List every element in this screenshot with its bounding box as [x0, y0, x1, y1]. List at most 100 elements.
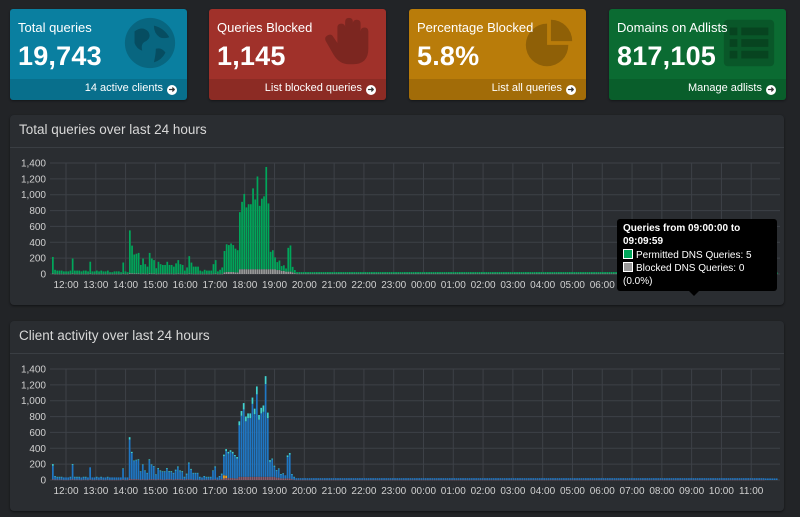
- chart-bar[interactable]: [305, 273, 307, 275]
- chart-bar[interactable]: [422, 478, 425, 480]
- chart-bar[interactable]: [720, 479, 723, 481]
- chart-bar[interactable]: [201, 479, 203, 481]
- chart-bar[interactable]: [343, 479, 346, 481]
- chart-bar[interactable]: [78, 476, 81, 478]
- chart-bar[interactable]: [157, 479, 159, 480]
- chart-bar[interactable]: [93, 273, 96, 275]
- chart-bar[interactable]: [247, 418, 249, 477]
- chart-bar[interactable]: [393, 272, 395, 274]
- chart-bar[interactable]: [141, 464, 144, 480]
- chart-bar[interactable]: [141, 479, 144, 480]
- chart-bar[interactable]: [560, 273, 562, 275]
- chart-bar[interactable]: [260, 407, 263, 414]
- chart-bar[interactable]: [255, 386, 258, 395]
- chart-bar[interactable]: [591, 478, 594, 480]
- chart-bar[interactable]: [622, 478, 624, 480]
- chart-bar[interactable]: [190, 479, 192, 480]
- chart-bar[interactable]: [657, 478, 660, 480]
- chart-bar[interactable]: [52, 256, 54, 274]
- chart-bar[interactable]: [170, 471, 173, 473]
- chart-bar[interactable]: [238, 421, 241, 426]
- chart-bar[interactable]: [457, 478, 460, 480]
- chart-bar[interactable]: [556, 478, 559, 480]
- chart-bar[interactable]: [168, 273, 171, 275]
- chart-bar[interactable]: [264, 384, 267, 477]
- chart-bar[interactable]: [60, 270, 63, 274]
- chart-bar[interactable]: [306, 478, 309, 480]
- chart-bar[interactable]: [203, 269, 206, 274]
- chart-bar[interactable]: [558, 273, 560, 275]
- chart-bar[interactable]: [277, 468, 280, 478]
- chart-bar[interactable]: [509, 273, 512, 275]
- chart-bar[interactable]: [166, 273, 169, 275]
- chart-bar[interactable]: [498, 272, 501, 274]
- chart-bar[interactable]: [362, 272, 364, 274]
- chart-bar[interactable]: [655, 478, 657, 480]
- chart-bar[interactable]: [366, 273, 369, 275]
- chart-bar[interactable]: [324, 272, 327, 274]
- chart-bar[interactable]: [488, 479, 491, 481]
- chart-bar[interactable]: [140, 264, 142, 274]
- chart-bar[interactable]: [677, 479, 679, 481]
- chart-bar[interactable]: [350, 478, 353, 480]
- chart-bar[interactable]: [659, 479, 662, 481]
- chart-bar[interactable]: [631, 479, 633, 481]
- chart-bar[interactable]: [179, 479, 181, 480]
- chart-bar[interactable]: [437, 273, 439, 275]
- chart-bar[interactable]: [230, 243, 232, 273]
- chart-bar[interactable]: [543, 478, 546, 480]
- chart-bar[interactable]: [282, 478, 285, 480]
- chart-bar[interactable]: [490, 478, 493, 480]
- chart-bar[interactable]: [549, 272, 551, 274]
- chart-bar[interactable]: [584, 272, 587, 274]
- chart-bar[interactable]: [365, 479, 368, 481]
- chart-bar[interactable]: [223, 454, 225, 457]
- chart-bar[interactable]: [466, 478, 469, 480]
- chart-bar[interactable]: [492, 479, 495, 481]
- chart-bar[interactable]: [269, 476, 271, 480]
- chart-bar[interactable]: [177, 479, 179, 480]
- chart-bar[interactable]: [635, 479, 638, 481]
- chart-bar[interactable]: [564, 272, 567, 274]
- chart-bar[interactable]: [412, 272, 415, 274]
- chart-bar[interactable]: [696, 478, 699, 480]
- chart-bar[interactable]: [584, 479, 587, 481]
- chart-bar[interactable]: [762, 479, 765, 481]
- chart-bar[interactable]: [291, 479, 293, 480]
- chart-bar[interactable]: [374, 479, 377, 481]
- chart-bar[interactable]: [245, 476, 247, 480]
- chart-bar[interactable]: [497, 478, 499, 480]
- chart-bar[interactable]: [80, 477, 83, 480]
- chart-bar[interactable]: [62, 479, 65, 481]
- chart-bar[interactable]: [544, 272, 547, 274]
- chart-bar[interactable]: [613, 272, 615, 274]
- chart-bar[interactable]: [135, 459, 138, 461]
- chart-bar[interactable]: [720, 478, 723, 480]
- chart-bar[interactable]: [223, 475, 225, 479]
- chart-bar[interactable]: [740, 479, 743, 481]
- chart-bar[interactable]: [552, 479, 554, 481]
- chart-bar[interactable]: [288, 478, 291, 480]
- chart-bar[interactable]: [63, 271, 65, 274]
- chart-bar[interactable]: [223, 272, 226, 274]
- chart-bar[interactable]: [406, 272, 408, 274]
- chart-bar[interactable]: [242, 403, 245, 410]
- chart-bar[interactable]: [753, 478, 756, 480]
- chart-bar[interactable]: [723, 478, 725, 480]
- chart-bar[interactable]: [120, 273, 122, 275]
- chart-bar[interactable]: [296, 273, 298, 275]
- chart-bar[interactable]: [300, 273, 303, 275]
- chart-bar[interactable]: [400, 478, 403, 480]
- chart-bar[interactable]: [173, 266, 175, 274]
- chart-bar[interactable]: [701, 479, 703, 481]
- chart-bar[interactable]: [410, 273, 413, 275]
- chart-bar[interactable]: [379, 273, 382, 275]
- chart-bar[interactable]: [351, 273, 353, 275]
- chart-bar[interactable]: [335, 272, 338, 274]
- chart-bar[interactable]: [578, 478, 581, 480]
- chart-bar[interactable]: [231, 453, 234, 479]
- chart-bar[interactable]: [468, 478, 471, 480]
- chart-bar[interactable]: [331, 273, 334, 275]
- chart-bar[interactable]: [727, 478, 730, 480]
- chart-bar[interactable]: [115, 477, 118, 480]
